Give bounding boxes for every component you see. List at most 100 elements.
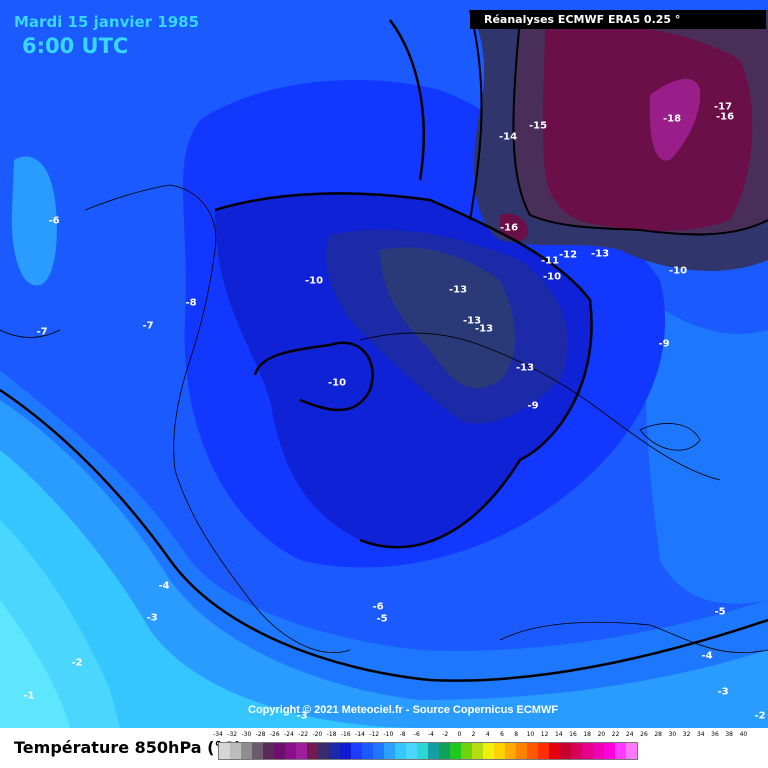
- legend-tick-label: 20: [597, 731, 606, 738]
- isotherm-minus-5: [0, 388, 768, 682]
- legend-tick-label: 26: [640, 731, 648, 738]
- legend-swatch: [439, 743, 450, 759]
- legend-swatch: [538, 743, 549, 759]
- legend-tick-label: -34: [213, 731, 223, 738]
- contour-label: -16: [715, 111, 735, 123]
- legend-swatch: [362, 743, 373, 759]
- band-minus-4: [0, 400, 768, 728]
- legend-tick-label: 32: [682, 731, 691, 738]
- legend-swatch: [428, 743, 439, 759]
- legend-swatch: [219, 743, 230, 759]
- legend-swatch: [230, 743, 241, 759]
- legend-tick-label: 8: [514, 731, 519, 738]
- legend-swatch: [571, 743, 582, 759]
- contour-label: -10: [304, 275, 324, 287]
- contour-label: -7: [36, 326, 48, 338]
- legend-swatch: [285, 743, 296, 759]
- legend-swatch: [340, 743, 351, 759]
- legend-tick-label: 40: [739, 731, 748, 738]
- contour-label: -8: [185, 297, 197, 309]
- legend-tick-label: 38: [725, 731, 734, 738]
- contour-label: -2: [754, 710, 766, 722]
- contour-label: -3: [146, 612, 158, 624]
- band-minus-16: [542, 25, 753, 231]
- legend-swatch: [241, 743, 252, 759]
- legend-swatch: [450, 743, 461, 759]
- contour-label: -6: [48, 215, 60, 227]
- isotherm-minus-15: [469, 9, 768, 236]
- legend-tick-label: 2: [471, 731, 476, 738]
- map-time: 6:00 UTC: [22, 34, 129, 58]
- contour-label: -10: [668, 265, 688, 277]
- legend-swatches: [218, 742, 638, 760]
- contour-label: -6: [372, 601, 384, 613]
- legend-swatch: [593, 743, 604, 759]
- map-date: Mardi 15 janvier 1985: [14, 13, 200, 31]
- legend-tick-label: -8: [399, 731, 406, 738]
- legend-tick-label: -12: [369, 731, 380, 738]
- legend-tick-label: 10: [526, 731, 535, 738]
- legend-tick-label: -6: [413, 731, 420, 738]
- band-minus-1: [0, 600, 70, 728]
- contour-label: -9: [658, 338, 670, 350]
- legend-tick-label: -20: [312, 731, 323, 738]
- legend-tick-label: 6: [500, 731, 504, 738]
- legend-tick-label: 30: [668, 731, 677, 738]
- legend-swatch: [318, 743, 329, 759]
- legend-tick-label: -30: [241, 731, 252, 738]
- legend-swatch: [494, 743, 505, 759]
- legend-tick-label: 24: [625, 731, 634, 738]
- contour-label: -10: [327, 377, 347, 389]
- contour-label: -3: [717, 686, 729, 698]
- legend-tick-label: -2: [442, 731, 449, 738]
- legend-swatch: [516, 743, 527, 759]
- legend-swatch: [274, 743, 285, 759]
- legend-tick-label: -28: [255, 731, 266, 738]
- contour-label: -14: [498, 131, 518, 143]
- contour-label: -15: [528, 120, 548, 132]
- contour-label: -13: [590, 248, 610, 260]
- legend-tick-label: -32: [227, 731, 238, 738]
- legend-swatch: [373, 743, 384, 759]
- contour-label: -11: [540, 255, 560, 267]
- band-minus-3: [0, 450, 420, 728]
- contour-label: -10: [542, 271, 562, 283]
- legend-swatch: [395, 743, 406, 759]
- legend-tick-label: -26: [269, 731, 280, 738]
- legend-title: Température 850hPa (°C): [14, 738, 242, 757]
- contour-label: -7: [142, 320, 154, 332]
- border-line: [359, 332, 721, 481]
- contour-label: -4: [158, 580, 170, 592]
- legend-tick-label: 4: [485, 731, 490, 738]
- contour-label: -13: [515, 362, 535, 374]
- isotherm-minus-10: [214, 192, 593, 549]
- legend-tick-label: 12: [540, 731, 549, 738]
- band-minus-13: [380, 247, 515, 389]
- legend-swatch: [406, 743, 417, 759]
- legend-tick-label: -14: [355, 731, 365, 738]
- contour-label: -16: [499, 222, 519, 234]
- legend-swatch: [505, 743, 516, 759]
- contour-label: -1: [23, 690, 35, 702]
- small-cold-pocket: [500, 213, 529, 242]
- legend-tick-label: -24: [284, 731, 294, 738]
- legend-swatch: [329, 743, 340, 759]
- legend-tick-label: -4: [428, 731, 434, 738]
- legend-swatch: [296, 743, 307, 759]
- legend-tick-label: 36: [711, 731, 719, 738]
- legend-tick-label: 28: [654, 731, 663, 738]
- legend-tick-label: -18: [326, 731, 337, 738]
- legend-tick-label: 18: [583, 731, 592, 738]
- legend-swatch: [384, 743, 395, 759]
- legend-tick-label: -16: [340, 731, 351, 738]
- contour-label: -4: [701, 650, 713, 662]
- contour-label: -2: [71, 657, 83, 669]
- legend-tick-label: 14: [554, 731, 563, 738]
- legend-tick-label: -22: [298, 731, 309, 738]
- isotherm-minus-10-inner: [253, 341, 374, 412]
- legend-swatch: [483, 743, 494, 759]
- coastline-south: [499, 621, 768, 654]
- source-box: Réanalyses ECMWF ERA5 0.25 °: [470, 10, 766, 29]
- legend-tick-label: 0: [457, 731, 462, 738]
